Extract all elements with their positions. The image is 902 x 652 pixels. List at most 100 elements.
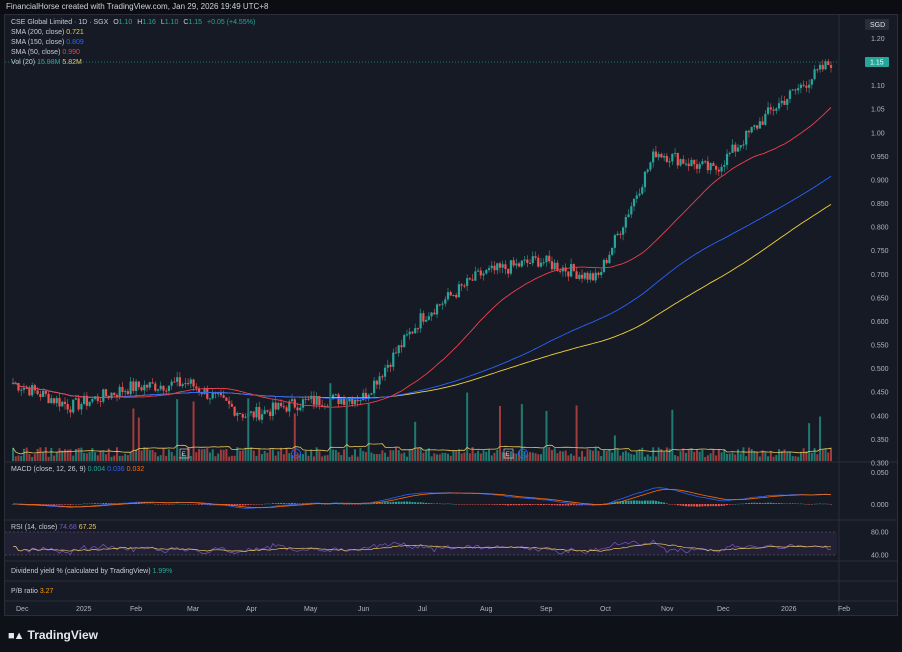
sma200-legend[interactable]: SMA (200, close) 0.721 — [11, 29, 84, 36]
volume-bar — [753, 450, 756, 461]
candle-body — [181, 384, 184, 386]
macd-hist-bar — [422, 502, 425, 504]
candle-body — [764, 113, 767, 125]
volume-bar — [633, 454, 636, 461]
marker-letter: E — [506, 452, 510, 458]
price-tick-label: 0.950 — [871, 154, 889, 161]
candle-body — [288, 401, 291, 412]
chart-canvas[interactable]: 1.20 1.15 1.10 1.05 1.00 0.950 0.900 0.850 0.800… — [5, 15, 897, 615]
volume-bar — [556, 453, 559, 461]
symbol-title[interactable]: CSE Global Limited · 1D · SGX — [11, 19, 109, 26]
volume-bar — [769, 450, 772, 461]
volume-bar — [723, 449, 726, 461]
macd-hist-bar — [107, 503, 110, 504]
macd-legend[interactable]: MACD (close, 12, 26, 9) 0.004 0.036 0.03… — [11, 466, 144, 473]
candle-body — [301, 399, 305, 408]
macd-hist-bar — [356, 504, 359, 505]
macd-hist-bar — [386, 502, 389, 504]
volume-bar — [457, 448, 460, 461]
volume-bar — [641, 447, 644, 461]
macd-hist-bar — [167, 504, 170, 505]
price-tick-label: 0.450 — [871, 390, 889, 397]
rsi-ma-line — [12, 542, 831, 552]
sma150-label: SMA (150, close) — [11, 39, 65, 46]
candle-body — [266, 410, 269, 412]
candle-body — [734, 144, 737, 152]
volume-bar — [408, 449, 411, 461]
dividend-legend[interactable]: Dividend yield % (calculated by TradingV… — [11, 568, 172, 575]
volume-bar — [222, 449, 225, 461]
volume-bar — [392, 450, 395, 461]
candle-body — [378, 376, 381, 385]
macd-hist-bar — [747, 502, 750, 504]
candle-body — [148, 382, 151, 388]
macd-hist-bar — [638, 500, 641, 504]
volume-bar — [676, 456, 679, 461]
candle-body — [712, 163, 715, 166]
macd-hist-bar — [471, 504, 474, 505]
volume-bar — [36, 448, 39, 461]
candle-body — [260, 414, 264, 420]
rsi-legend[interactable]: RSI (14, close) 74.68 67.25 — [11, 524, 96, 531]
volume-bar — [591, 450, 594, 461]
volume-bar — [304, 450, 307, 461]
macd-hist-bar — [531, 504, 534, 505]
macd-hist-bar — [362, 503, 365, 505]
volume-bar — [310, 449, 313, 461]
pb-legend[interactable]: P/B ratio 3.27 — [11, 588, 53, 595]
volume-bar — [118, 455, 121, 461]
volume-legend[interactable]: Vol (20) 15.98M 5.82M — [11, 59, 82, 66]
candle-body — [559, 270, 562, 272]
volume-bar — [583, 456, 586, 461]
candle-body — [113, 392, 116, 395]
sma150-legend[interactable]: SMA (150, close) 0.809 — [11, 39, 84, 46]
macd-hist-bar — [498, 504, 501, 505]
candle-body — [299, 407, 302, 411]
candle-body — [487, 268, 491, 271]
candle-body — [468, 278, 471, 280]
volume-bar — [96, 455, 99, 461]
candle-body — [342, 398, 346, 405]
volume-bar — [72, 455, 75, 461]
candle-body — [539, 262, 543, 267]
macd-hist-bar — [91, 503, 94, 504]
volume-bar — [323, 455, 326, 461]
currency-box[interactable] — [865, 19, 889, 30]
macd-hist-bar — [53, 504, 56, 505]
volume-bar — [540, 454, 543, 461]
macd-hist-bar — [162, 504, 165, 505]
candle-body — [88, 401, 91, 406]
candle-body — [249, 411, 253, 413]
volume-bar — [821, 449, 824, 461]
volume-bar — [600, 455, 603, 461]
tradingview-logo[interactable]: ■▲ TradingView — [8, 628, 98, 642]
candle-body — [96, 396, 99, 401]
candle-body — [143, 384, 146, 391]
volume-bar — [203, 449, 206, 461]
marker-letter: D — [294, 452, 299, 458]
macd-hist-bar — [370, 503, 373, 505]
sma150-value: 0.809 — [66, 39, 84, 46]
candle-body — [211, 392, 214, 399]
volume-bar — [747, 447, 750, 461]
candle-body — [17, 383, 20, 391]
volume-bar — [455, 450, 458, 461]
candle-body — [353, 399, 357, 405]
candle-body — [534, 256, 537, 258]
candle-body — [102, 389, 105, 402]
candle-body — [676, 152, 679, 166]
candle-body — [720, 166, 723, 172]
candle-body — [104, 389, 108, 396]
volume-bar — [419, 447, 422, 461]
macd-hist-bar — [375, 503, 378, 504]
candle-body — [236, 413, 239, 416]
candle-body — [121, 386, 124, 393]
candle-body — [766, 107, 770, 114]
vol-ma-value: 5.82M — [62, 59, 82, 66]
sma50-legend[interactable]: SMA (50, close) 0.990 — [11, 49, 80, 56]
macd-hist-bar — [731, 504, 734, 505]
chart-panel[interactable]: 1.20 1.15 1.10 1.05 1.00 0.950 0.900 0.850 0.800… — [4, 14, 898, 616]
macd-hist-bar — [633, 500, 636, 504]
macd-hist-bar — [400, 501, 403, 504]
candle-body — [668, 161, 671, 163]
